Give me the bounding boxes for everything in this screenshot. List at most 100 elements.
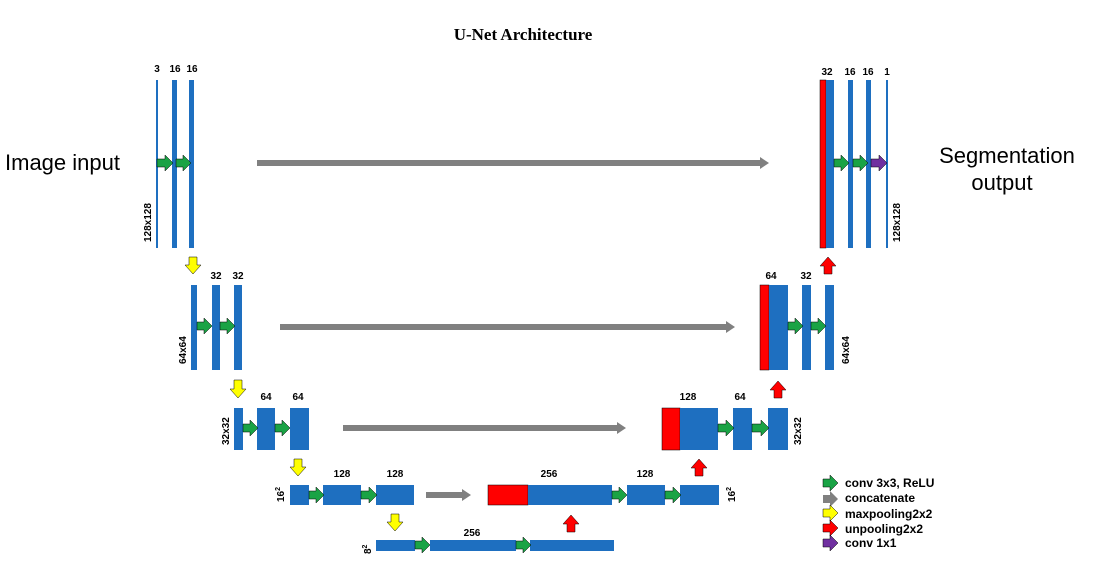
encoder-level-3: 64 64 32x32: [221, 392, 309, 450]
channel-label: 16: [862, 67, 874, 78]
feature-map: [430, 540, 516, 551]
channel-label: 16: [844, 67, 856, 78]
skip-connection-arrow: [257, 157, 769, 169]
channel-label: 64: [260, 392, 272, 403]
feature-map: [234, 285, 242, 370]
conv-arrow: [274, 419, 291, 437]
svg-text:162: 162: [275, 487, 287, 502]
feature-map: [376, 540, 415, 551]
feature-map: [528, 485, 612, 505]
spatial-size-base: 16: [727, 490, 738, 502]
conv-arrow: [810, 317, 827, 335]
legend-item-conv1x1: conv 1x1: [822, 534, 897, 552]
conv-arrow: [717, 419, 735, 437]
conv1x1-legend-icon: [822, 534, 839, 552]
conv-arrow: [308, 486, 325, 504]
maxpool-arrow: [289, 458, 307, 477]
feature-map: [172, 80, 177, 248]
spatial-size-label: 162: [275, 487, 287, 502]
conv-arrow: [611, 486, 628, 504]
feature-map: [234, 408, 243, 450]
channel-label: 256: [464, 528, 481, 539]
encoder-level-1: 3 16 16 128x128: [143, 64, 198, 248]
conv-arrow: [414, 536, 431, 554]
channel-label: 256: [541, 469, 558, 480]
channel-label: 32: [821, 67, 833, 78]
channel-label: 128: [334, 469, 351, 480]
spatial-size-base: 16: [276, 490, 287, 502]
encoder-level-2: 32 32 64x64: [178, 271, 244, 370]
feature-map: [530, 540, 614, 551]
svg-text:162: 162: [726, 487, 738, 502]
diagram-title: U-Net Architecture: [454, 25, 593, 44]
feature-map: [866, 80, 871, 248]
copied-feature-map: [487, 484, 529, 506]
copied-feature-map: [661, 407, 681, 451]
spatial-size-exponent: 2: [362, 544, 369, 548]
legend-item-concatenate: concatenate: [823, 491, 915, 507]
legend-label: unpooling2x2: [845, 522, 923, 536]
channel-label: 1: [884, 67, 890, 78]
feature-map: [848, 80, 853, 248]
spatial-size-label: 64x64: [178, 336, 189, 364]
spatial-size-exponent: 2: [726, 487, 733, 491]
svg-text:82: 82: [362, 544, 374, 554]
bottleneck-level: 256 82: [362, 528, 614, 554]
channel-label: 64: [765, 271, 777, 282]
feature-map: [680, 408, 718, 450]
input-label: Image input: [5, 150, 120, 175]
feature-map: [627, 485, 665, 505]
maxpool-arrow: [184, 256, 202, 275]
maxpool-legend-icon: [822, 504, 839, 522]
feature-map: [257, 408, 275, 450]
spatial-size-exponent: 2: [275, 487, 282, 491]
spatial-size-label: 128x128: [892, 203, 903, 242]
feature-map: [802, 285, 811, 370]
conv-arrow: [196, 317, 213, 335]
maxpool-arrow: [386, 513, 404, 532]
channel-label: 128: [637, 469, 654, 480]
feature-map: [290, 408, 309, 450]
decoder-level-2: 64 32 64x64: [759, 271, 852, 371]
conv-arrow: [787, 317, 804, 335]
maxpool-arrow: [229, 379, 247, 399]
unpool-arrow: [690, 458, 708, 477]
channel-label: 128: [680, 392, 697, 403]
conv-arrow: [833, 154, 850, 172]
feature-map: [886, 80, 888, 248]
conv-arrow: [664, 486, 682, 504]
legend-label: conv 3x3, ReLU: [845, 476, 934, 490]
spatial-size-label: 162: [726, 487, 738, 502]
feature-map: [189, 80, 194, 248]
skip-connection-arrow: [426, 489, 471, 501]
copied-feature-map: [759, 284, 770, 371]
unpool-arrow: [769, 380, 787, 399]
channel-label: 128: [387, 469, 404, 480]
conv-legend-icon: [822, 474, 839, 492]
feature-map: [826, 80, 834, 248]
feature-map: [680, 485, 719, 505]
legend-label: maxpooling2x2: [845, 507, 933, 521]
conv-arrow: [156, 154, 174, 172]
legend-item-maxpool: maxpooling2x2: [822, 504, 933, 522]
decoder-level-1: 32 16 16 1 128x128: [819, 67, 903, 249]
spatial-size-label: 128x128: [143, 203, 154, 242]
channel-label: 32: [800, 271, 812, 282]
conv-arrow: [360, 486, 378, 504]
decoder-level-4: 256 128 162: [487, 469, 738, 506]
skip-connection-arrow: [343, 422, 626, 434]
channel-label: 16: [169, 64, 181, 75]
conv-arrow: [242, 419, 259, 437]
spatial-size-label: 32x32: [793, 417, 804, 445]
conv-arrow: [175, 154, 192, 172]
feature-map: [212, 285, 220, 370]
feature-map: [733, 408, 752, 450]
unpool-arrow: [562, 514, 580, 533]
channel-label: 64: [734, 392, 746, 403]
encoder-level-4: 128 128 162: [275, 469, 414, 505]
feature-map: [768, 408, 788, 450]
feature-map: [323, 485, 361, 505]
output-label-line1: Segmentation: [939, 143, 1075, 168]
conv-arrow: [515, 536, 532, 554]
